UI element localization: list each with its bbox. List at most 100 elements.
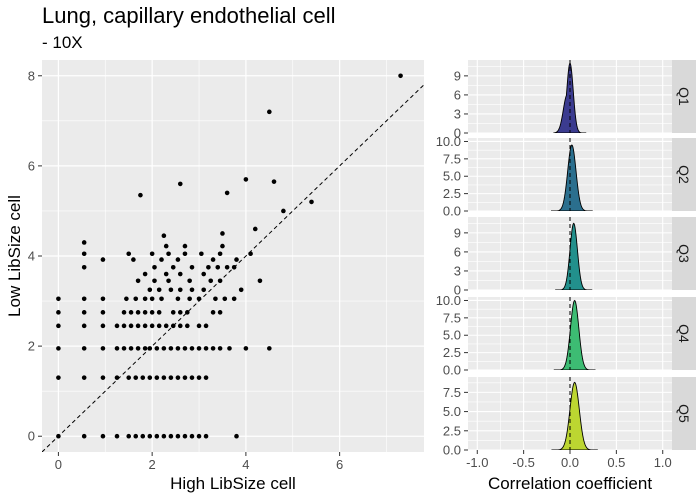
facet-strip-label: Q3 (676, 244, 692, 263)
scatter-point (121, 310, 127, 315)
density-x-axis-title: Correlation coefficient (488, 474, 652, 493)
scatter-point (175, 296, 181, 302)
scatter-point (147, 287, 153, 293)
scatter-point (147, 433, 153, 439)
facet-strip-label: Q5 (676, 404, 692, 423)
density-x-tick-label: -0.5 (512, 455, 534, 470)
density-panel-q3: 0 3 6 9 Q3 (454, 217, 696, 298)
scatter-point (203, 375, 209, 380)
density-panel-q2: 0.0 2.5 5.0 7.5 10.0 Q2 (436, 134, 696, 219)
scatter-point (189, 346, 195, 351)
x-tick-label: 4 (242, 457, 249, 472)
scatter-point (135, 278, 141, 284)
scatter-point (224, 190, 230, 196)
scatter-point (159, 257, 164, 262)
scatter-point (100, 310, 106, 315)
facet-strip-label: Q1 (676, 87, 692, 106)
scatter-point (231, 296, 237, 302)
scatter-point (227, 346, 232, 351)
scatter-point (166, 278, 171, 284)
scatter-point (140, 433, 146, 439)
density-x-tick-label: 1.0 (654, 455, 672, 470)
scatter-point (206, 264, 211, 270)
scatter-point (163, 323, 169, 329)
y-tick-label: 0 (28, 429, 35, 444)
scatter-point (175, 257, 181, 262)
density-x-tick-label: -1.0 (466, 455, 488, 470)
scatter-point (56, 323, 61, 329)
y-tick-label: 0 (454, 126, 461, 141)
identity-line (42, 84, 424, 452)
scatter-point (243, 177, 249, 182)
scatter-point (128, 346, 134, 351)
scatter-point (114, 375, 120, 380)
density-x-tick-label: 0.0 (561, 455, 579, 470)
scatter-point (56, 375, 61, 380)
y-tick-label: 5.0 (443, 328, 461, 343)
scatter-point (81, 264, 87, 270)
scatter-point (231, 264, 237, 270)
scatter-point (56, 310, 61, 315)
density-panel-q1: 0 3 6 9 Q1 (454, 60, 696, 141)
scatter-point (189, 433, 195, 439)
facet-strip (672, 138, 696, 211)
scatter-panel: 0 2 4 6 0 2 4 6 8 (28, 60, 424, 472)
scatter-point (154, 346, 160, 351)
scatter-point (56, 346, 61, 351)
scatter-point (128, 323, 134, 329)
scatter-point (168, 346, 174, 351)
y-tick-label: 2.5 (443, 423, 461, 438)
scatter-point (142, 310, 148, 315)
scatter-point (163, 243, 169, 249)
scatter-point (128, 310, 134, 315)
scatter-point (81, 240, 87, 245)
scatter-point (189, 375, 195, 380)
scatter-point (100, 257, 106, 262)
scatter-point (152, 278, 157, 284)
scatter-point (238, 287, 244, 293)
x-axis-title: High LibSize cell (170, 474, 296, 493)
scatter-point (81, 323, 87, 329)
scatter-point (243, 346, 249, 351)
scatter-point (248, 251, 253, 257)
scatter-point (271, 179, 277, 184)
scatter-point (170, 264, 176, 270)
facet-strip (672, 60, 696, 133)
density-x-tick-label: 0.5 (607, 455, 625, 470)
scatter-point (177, 323, 183, 329)
scatter-point (217, 310, 223, 315)
y-tick-label: 8 (28, 68, 35, 83)
scatter-point (203, 323, 209, 329)
density-curve (555, 222, 593, 290)
scatter-point (142, 323, 148, 329)
scatter-point (156, 287, 162, 293)
scatter-point (185, 310, 190, 315)
y-tick-label: 7.5 (443, 385, 461, 400)
scatter-point (135, 346, 141, 351)
scatter-point (121, 323, 127, 329)
scatter-point (281, 208, 286, 214)
y-tick-label: 6 (454, 87, 461, 102)
scatter-point (100, 323, 106, 329)
scatter-point (154, 433, 160, 439)
facet-strip-label: Q2 (676, 165, 692, 184)
y-tick-label: 3 (454, 263, 461, 278)
y-tick-label: 0.0 (443, 204, 461, 219)
scatter-point (81, 251, 87, 257)
scatter-point (398, 73, 403, 79)
scatter-point (257, 278, 263, 284)
scatter-point (309, 199, 314, 205)
scatter-point (196, 375, 202, 380)
scatter-point (159, 296, 164, 302)
scatter-point (114, 433, 120, 439)
scatter-point (196, 323, 202, 329)
scatter-point (133, 296, 139, 302)
scatter-point (100, 346, 106, 351)
density-panel-q5: 0.0 2.5 5.0 7.5 Q5 (443, 377, 696, 458)
scatter-point (215, 264, 221, 270)
facet-strip-label: Q4 (676, 324, 692, 343)
scatter-point (156, 323, 162, 329)
chart-subtitle: - 10X (42, 33, 83, 52)
scatter-point (81, 296, 87, 302)
